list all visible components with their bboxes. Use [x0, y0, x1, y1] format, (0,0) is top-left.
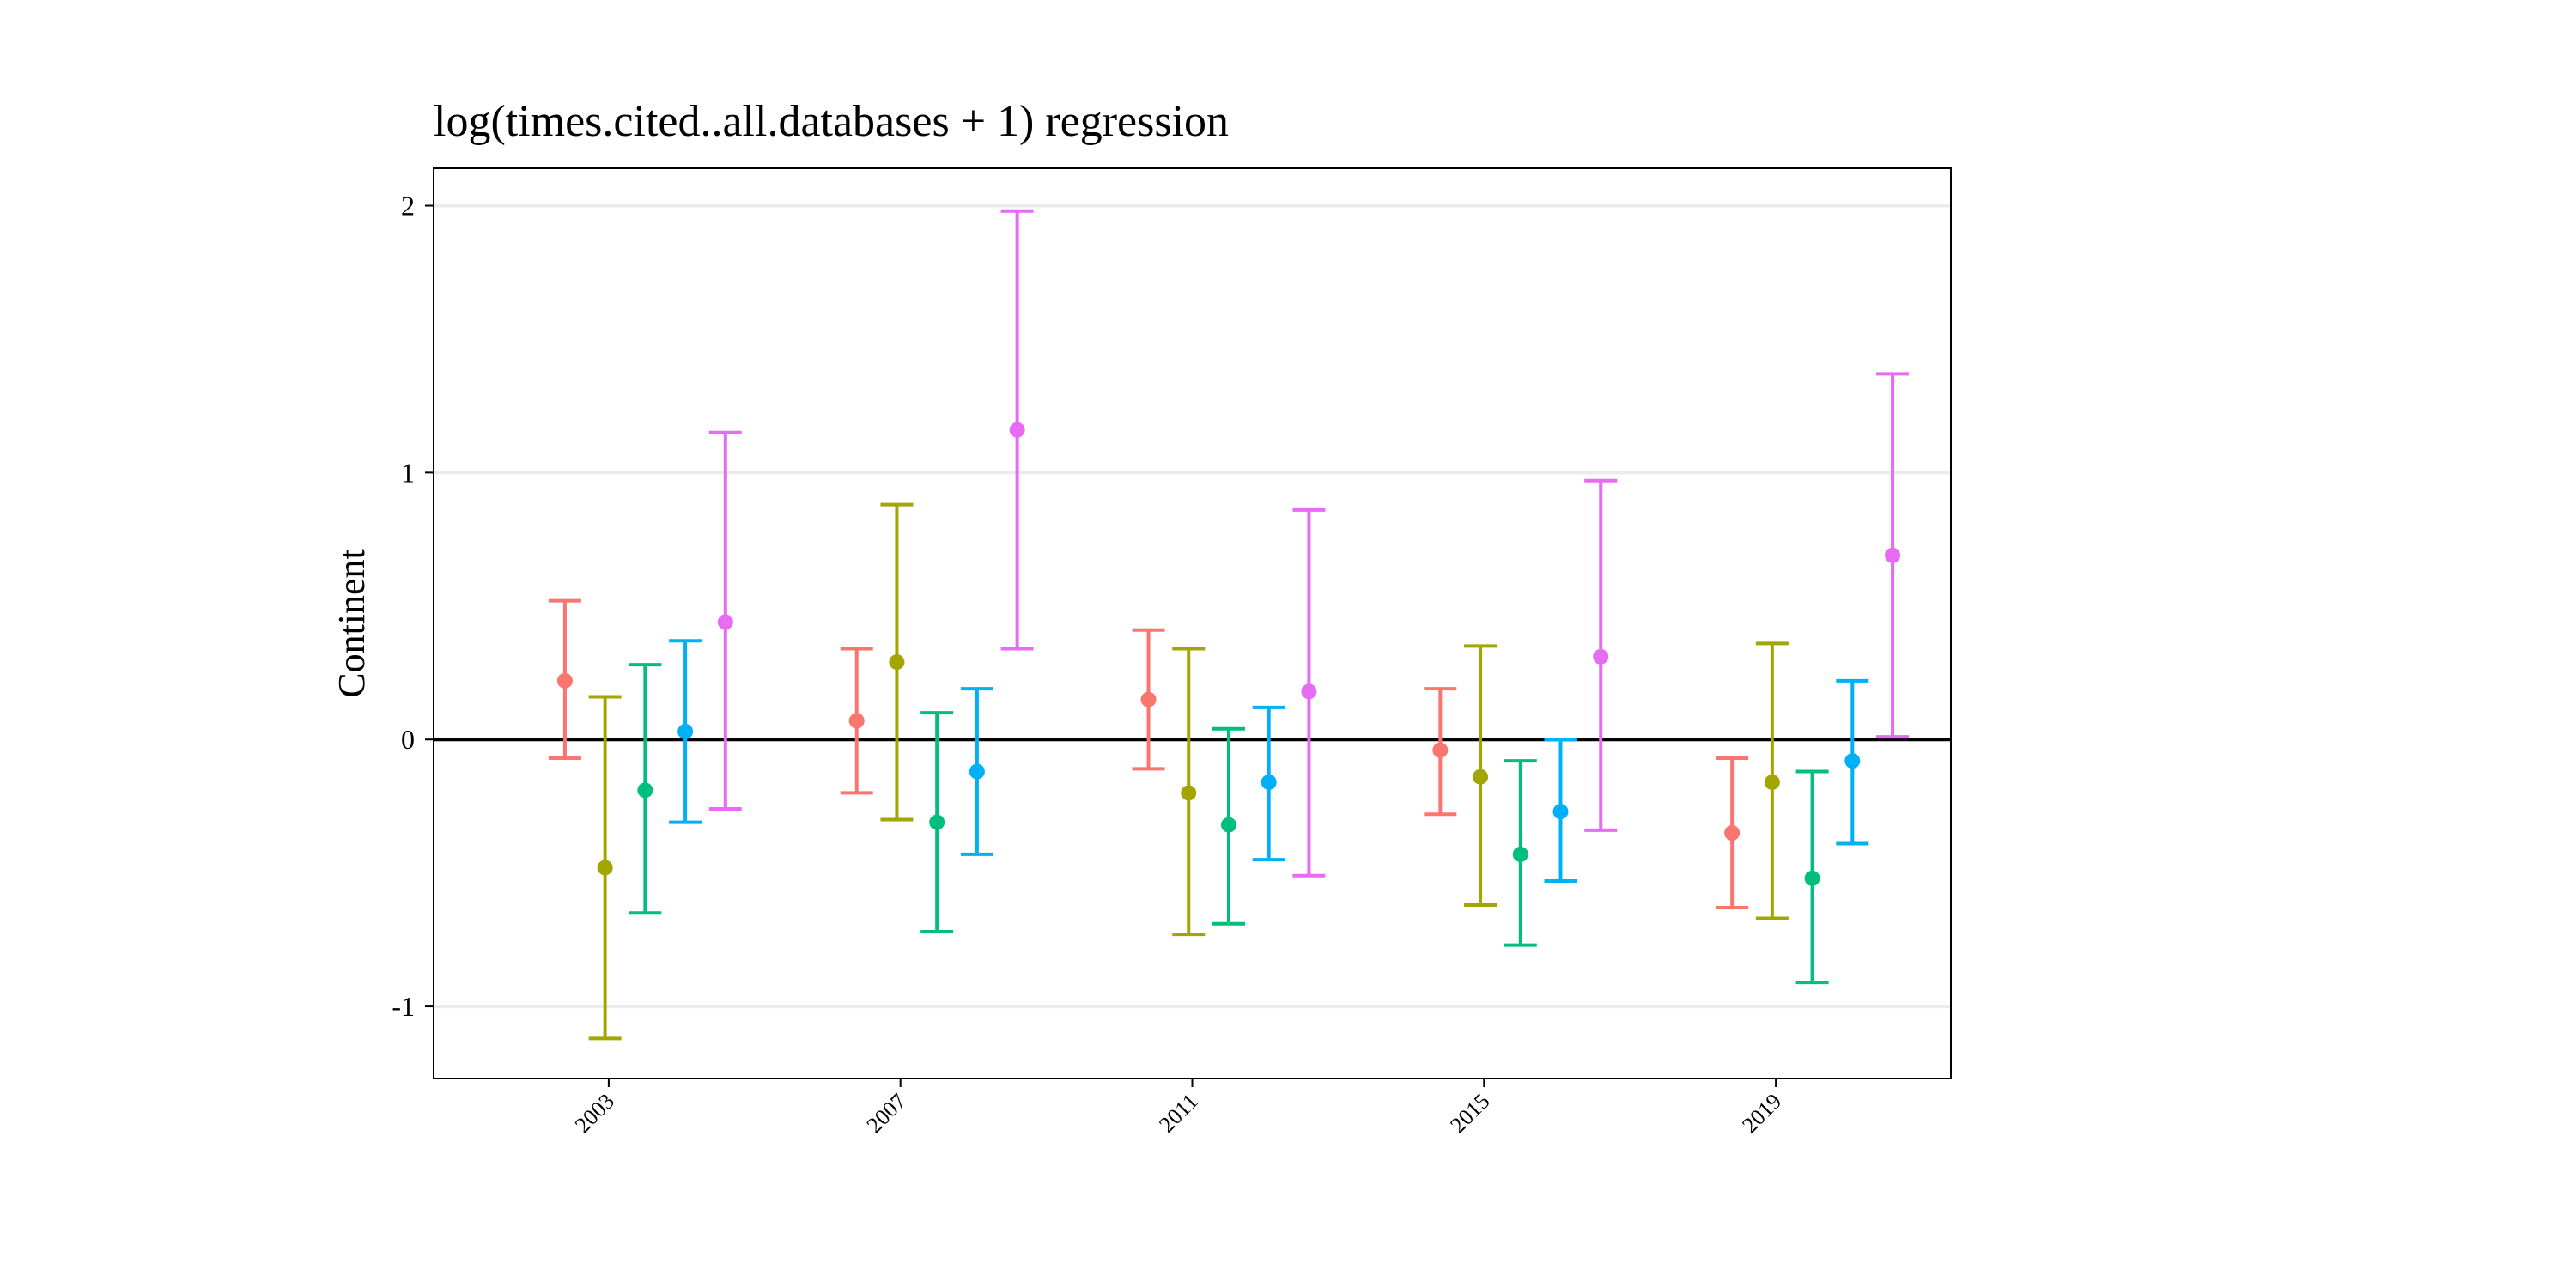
x-tick-label: 2011	[1154, 1089, 1203, 1138]
data-point	[637, 782, 653, 799]
data-point	[929, 814, 945, 830]
data-point	[677, 723, 694, 739]
data-point	[1804, 870, 1820, 886]
data-point	[1220, 817, 1236, 833]
data-point	[848, 713, 865, 729]
x-axis: 2003 2007 2011 2015 2019	[570, 1078, 1786, 1138]
x-tick-label: 2015	[1445, 1089, 1494, 1138]
plot-panel	[433, 167, 1952, 1079]
data-point	[1552, 804, 1569, 820]
data-point	[1140, 691, 1157, 708]
x-tick-label: 2019	[1737, 1089, 1786, 1138]
data-point	[1261, 774, 1277, 790]
y-axis-label: Continent	[331, 549, 373, 698]
data-point	[1764, 774, 1780, 790]
data-point	[1432, 742, 1449, 758]
data-point	[1473, 769, 1489, 785]
data-point	[969, 763, 985, 780]
y-tick-label: 2	[401, 191, 415, 222]
grid	[434, 204, 1951, 1009]
data-point	[1724, 825, 1741, 841]
y-axis: -1 0 1 2	[392, 191, 434, 1022]
y-tick-label: 1	[401, 457, 415, 488]
data-point	[597, 860, 613, 876]
data-point	[1885, 547, 1901, 563]
x-tick-label: 2007	[862, 1089, 911, 1138]
series	[588, 502, 1789, 1041]
plot-marks	[548, 209, 1910, 1041]
data-point	[717, 614, 733, 630]
y-tick-label: 0	[401, 724, 415, 755]
series	[629, 663, 1829, 985]
data-point	[889, 654, 905, 671]
series	[669, 639, 1869, 883]
data-point	[1512, 846, 1528, 862]
y-tick-label: -1	[392, 991, 415, 1022]
data-point	[1181, 785, 1197, 801]
data-point	[556, 672, 573, 689]
series	[708, 209, 1910, 878]
data-point	[1009, 422, 1025, 438]
x-tick-label: 2003	[570, 1089, 619, 1138]
series	[548, 598, 1749, 910]
data-point	[1593, 648, 1609, 665]
chart-title: log(times.cited..all.databases + 1) regr…	[434, 97, 1229, 146]
data-point	[1844, 753, 1861, 769]
data-point	[1301, 683, 1317, 700]
